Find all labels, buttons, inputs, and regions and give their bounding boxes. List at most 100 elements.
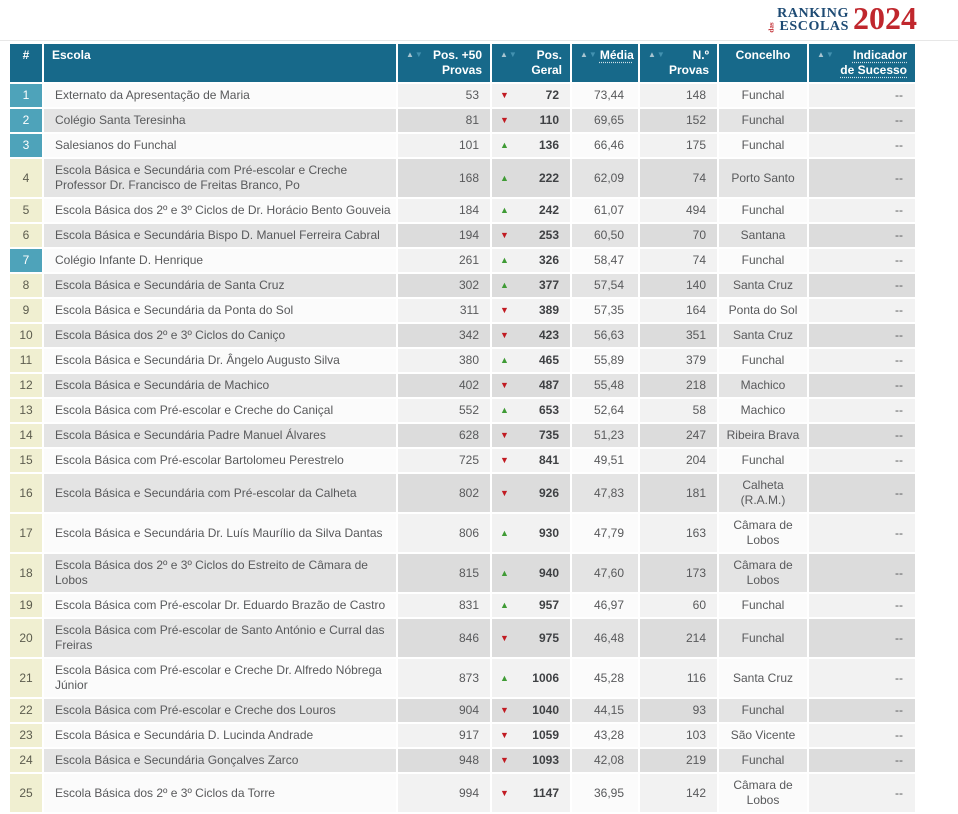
sort-asc-icon[interactable]: ▲ bbox=[500, 50, 508, 59]
pos-geral-value: 242 bbox=[538, 203, 559, 217]
provas-cell: 116 bbox=[640, 659, 717, 697]
table-row: 8 Escola Básica e Secundária de Santa Cru… bbox=[10, 274, 915, 297]
pos50-cell: 831 bbox=[398, 594, 490, 617]
sort-asc-icon[interactable]: ▲ bbox=[648, 50, 656, 59]
media-cell: 52,64 bbox=[572, 399, 638, 422]
indicador-cell: -- bbox=[809, 199, 915, 222]
trend-up-icon: ▲ bbox=[500, 567, 509, 578]
provas-cell: 214 bbox=[640, 619, 717, 657]
pos-geral-value: 110 bbox=[539, 113, 559, 127]
table-row: 24 Escola Básica e Secundária Gonçalves Z… bbox=[10, 749, 915, 772]
sort-desc-icon[interactable]: ▼ bbox=[656, 50, 665, 59]
sort-desc-icon[interactable]: ▼ bbox=[825, 50, 834, 59]
media-cell: 62,09 bbox=[572, 159, 638, 197]
trend-down-icon: ▼ bbox=[500, 430, 509, 440]
concelho-cell: Funchal bbox=[719, 699, 807, 722]
trend-up-icon: ▲ bbox=[500, 205, 509, 215]
sort-desc-icon[interactable]: ▼ bbox=[588, 50, 597, 59]
sort-icons[interactable]: ▲ ▼ bbox=[406, 48, 423, 61]
header-pos50[interactable]: ▲ ▼ Pos. +50 Provas bbox=[398, 44, 490, 82]
trend-down-icon: ▼ bbox=[500, 787, 509, 798]
media-cell: 57,35 bbox=[572, 299, 638, 322]
pos50-cell: 904 bbox=[398, 699, 490, 722]
media-cell: 36,95 bbox=[572, 774, 638, 812]
provas-cell: 58 bbox=[640, 399, 717, 422]
table-row: 10 Escola Básica dos 2º e 3º Ciclos do Ca… bbox=[10, 324, 915, 347]
trend-down-icon: ▼ bbox=[500, 632, 509, 643]
rank-cell: 7 bbox=[10, 249, 42, 272]
rank-cell: 22 bbox=[10, 699, 42, 722]
pos-geral-cell: ▼ 1059 bbox=[492, 724, 570, 747]
pos-geral-cell: ▲ 222 bbox=[492, 159, 570, 197]
school-cell: Escola Básica e Secundária Bispo D. Manu… bbox=[44, 224, 396, 247]
school-cell: Escola Básica e Secundária de Santa Cruz bbox=[44, 274, 396, 297]
indicador-cell: -- bbox=[809, 159, 915, 197]
rank-cell: 10 bbox=[10, 324, 42, 347]
sort-desc-icon[interactable]: ▼ bbox=[508, 50, 517, 59]
pos50-cell: 194 bbox=[398, 224, 490, 247]
media-cell: 44,15 bbox=[572, 699, 638, 722]
pos-geral-value: 1040 bbox=[532, 703, 559, 717]
trend-down-icon: ▼ bbox=[500, 487, 509, 498]
pos-geral-cell: ▼ 423 bbox=[492, 324, 570, 347]
rank-cell: 18 bbox=[10, 554, 42, 592]
sort-asc-icon[interactable]: ▲ bbox=[817, 50, 825, 59]
pos50-cell: 552 bbox=[398, 399, 490, 422]
indicador-cell: -- bbox=[809, 474, 915, 512]
pos-geral-value: 1093 bbox=[532, 753, 559, 767]
logo-das-text: das bbox=[767, 22, 776, 33]
pos-geral-value: 465 bbox=[538, 353, 559, 367]
header-label-indicador: Indicador de Sucesso bbox=[840, 48, 907, 77]
sort-icons[interactable]: ▲ ▼ bbox=[648, 48, 665, 61]
pos-geral-cell: ▲ 465 bbox=[492, 349, 570, 372]
header-media[interactable]: ▲ ▼ Média bbox=[572, 44, 638, 82]
pos50-cell: 402 bbox=[398, 374, 490, 397]
school-cell: Escola Básica com Pré-escolar de Santo A… bbox=[44, 619, 396, 657]
pos-geral-cell: ▼ 1040 bbox=[492, 699, 570, 722]
trend-up-icon: ▲ bbox=[500, 355, 509, 365]
trend-down-icon: ▼ bbox=[500, 730, 509, 740]
indicador-cell: -- bbox=[809, 424, 915, 447]
header-provas[interactable]: ▲ ▼ N.º Provas bbox=[640, 44, 717, 82]
pos50-cell: 994 bbox=[398, 774, 490, 812]
trend-up-icon: ▲ bbox=[500, 672, 509, 683]
header-label-provas: N.º Provas bbox=[668, 48, 709, 77]
rank-cell: 20 bbox=[10, 619, 42, 657]
header-label-pos_geral: Pos. Geral bbox=[531, 48, 562, 77]
table-row: 25 Escola Básica dos 2º e 3º Ciclos da To… bbox=[10, 774, 915, 812]
sort-asc-icon[interactable]: ▲ bbox=[406, 50, 414, 59]
pos-geral-value: 975 bbox=[538, 630, 559, 645]
ranking-table-body: 1 Externato da Apresentação de Maria 53 ▼ 72… bbox=[10, 84, 915, 812]
pos-geral-value: 841 bbox=[538, 453, 559, 467]
media-cell: 45,28 bbox=[572, 659, 638, 697]
table-row: 17 Escola Básica e Secundária Dr. Luís Ma… bbox=[10, 514, 915, 552]
table-row: 13 Escola Básica com Pré-escolar e Creche… bbox=[10, 399, 915, 422]
provas-cell: 204 bbox=[640, 449, 717, 472]
header-pos_geral[interactable]: ▲ ▼ Pos. Geral bbox=[492, 44, 570, 82]
pos-geral-value: 487 bbox=[538, 378, 559, 392]
pos-geral-value: 253 bbox=[538, 228, 559, 242]
table-row: 2 Colégio Santa Teresinha 81 ▼ 110 69,65 152 Fu… bbox=[10, 109, 915, 132]
indicador-cell: -- bbox=[809, 514, 915, 552]
concelho-cell: Funchal bbox=[719, 199, 807, 222]
concelho-cell: Câmara de Lobos bbox=[719, 554, 807, 592]
sort-icons[interactable]: ▲ ▼ bbox=[817, 48, 834, 61]
rank-cell: 14 bbox=[10, 424, 42, 447]
table-row: 4 Escola Básica e Secundária com Pré-esco… bbox=[10, 159, 915, 197]
sort-icons[interactable]: ▲ ▼ bbox=[500, 48, 517, 61]
sort-asc-icon[interactable]: ▲ bbox=[580, 50, 588, 59]
concelho-cell: Funchal bbox=[719, 249, 807, 272]
pos50-cell: 302 bbox=[398, 274, 490, 297]
table-row: 22 Escola Básica com Pré-escolar e Creche… bbox=[10, 699, 915, 722]
school-cell: Escola Básica com Pré-escolar Dr. Eduard… bbox=[44, 594, 396, 617]
sort-desc-icon[interactable]: ▼ bbox=[414, 50, 423, 59]
header-indicador[interactable]: ▲ ▼ Indicador de Sucesso bbox=[809, 44, 915, 82]
trend-up-icon: ▲ bbox=[500, 405, 509, 415]
school-cell: Escola Básica e Secundária da Ponta do S… bbox=[44, 299, 396, 322]
provas-cell: 148 bbox=[640, 84, 717, 107]
pos50-cell: 342 bbox=[398, 324, 490, 347]
school-cell: Escola Básica e Secundária com Pré-escol… bbox=[44, 159, 396, 197]
pos50-cell: 628 bbox=[398, 424, 490, 447]
sort-icons[interactable]: ▲ ▼ bbox=[580, 48, 597, 61]
media-cell: 57,54 bbox=[572, 274, 638, 297]
